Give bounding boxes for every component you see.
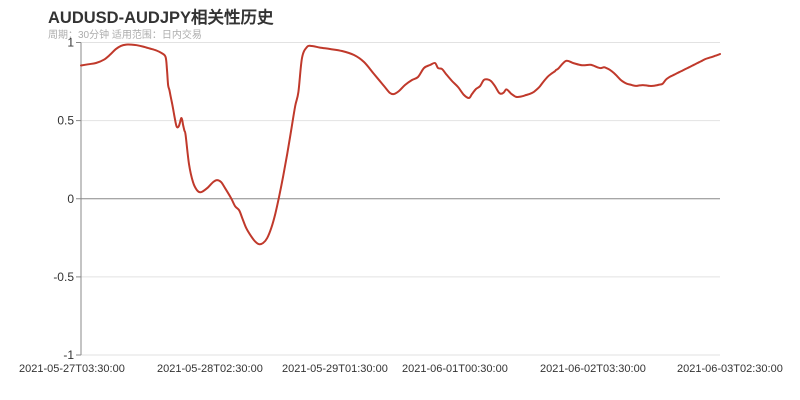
svg-text:2021-06-03T02:30:00: 2021-06-03T02:30:00	[677, 363, 783, 375]
svg-text:-0.5: -0.5	[53, 270, 74, 284]
svg-text:2021-05-29T01:30:00: 2021-05-29T01:30:00	[282, 363, 388, 375]
svg-text:2021-05-27T03:30:00: 2021-05-27T03:30:00	[19, 363, 125, 375]
svg-text:2021-06-02T03:30:00: 2021-06-02T03:30:00	[540, 363, 646, 375]
svg-text:1: 1	[67, 36, 74, 50]
svg-text:0: 0	[67, 192, 74, 206]
svg-text:-1: -1	[63, 348, 74, 362]
svg-text:2021-06-01T00:30:00: 2021-06-01T00:30:00	[402, 363, 508, 375]
svg-text:2021-05-28T02:30:00: 2021-05-28T02:30:00	[157, 363, 263, 375]
svg-text:0.5: 0.5	[57, 114, 74, 128]
